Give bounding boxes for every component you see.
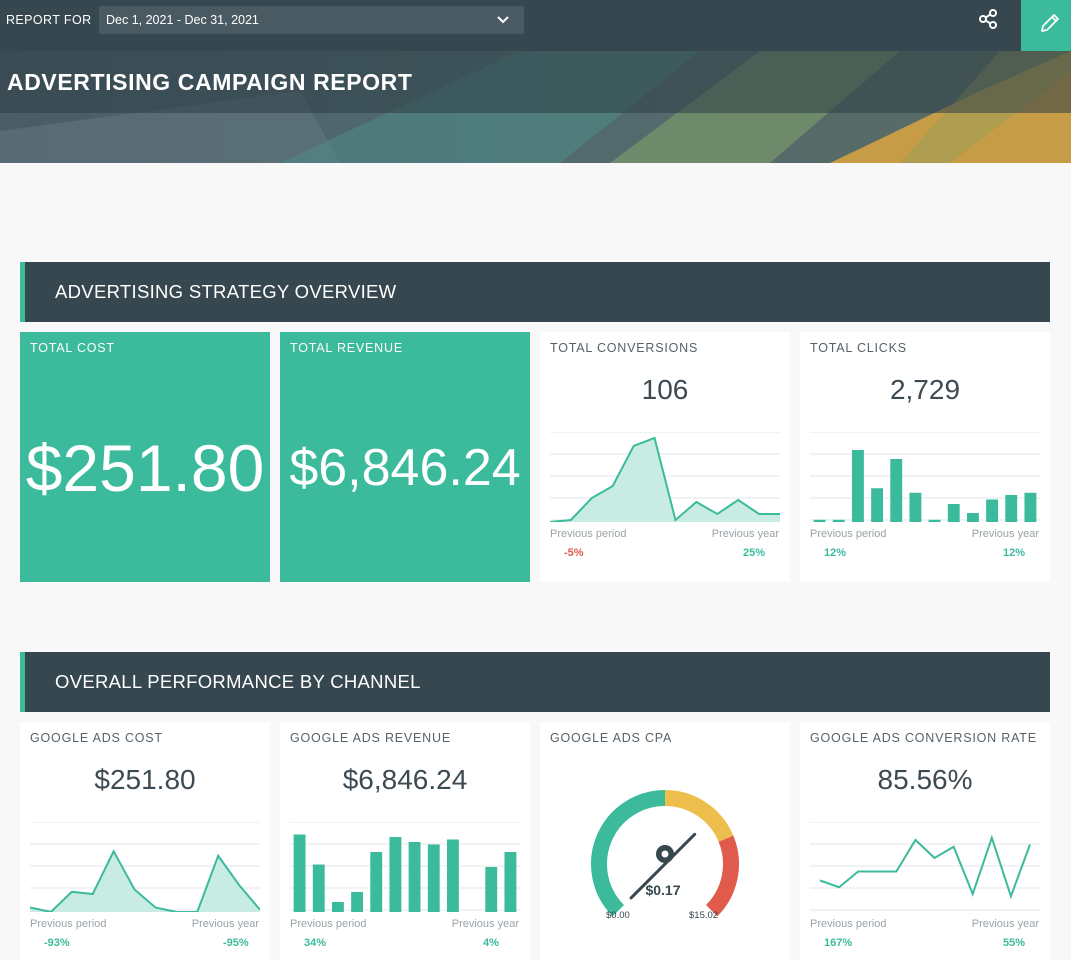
previous-year-value: 12% [1003, 547, 1026, 559]
section-title: OVERALL PERFORMANCE BY CHANNEL [55, 671, 421, 692]
gauge-segment-low [591, 790, 666, 917]
report-banner [0, 51, 1071, 163]
widget-value: $251.80 [25, 431, 265, 505]
section-header-strategy-overview: ADVERTISING STRATEGY OVERVIEW [20, 262, 1050, 322]
widget-google-ads-revenue[interactable]: GOOGLE ADS REVENUE $6,846.24 Previous pe… [280, 722, 530, 960]
bar [389, 837, 402, 912]
bar [312, 864, 325, 912]
widget-value: $6,846.24 [289, 439, 521, 497]
bar [890, 459, 903, 522]
share-icon[interactable] [976, 7, 1000, 31]
section-header-performance-by-channel: OVERALL PERFORMANCE BY CHANNEL [20, 652, 1050, 712]
previous-year-label: Previous year [971, 918, 1039, 930]
conversions-area-chart [550, 432, 780, 522]
pencil-icon [1041, 14, 1059, 32]
edit-button[interactable] [1021, 0, 1071, 51]
previous-year-value: 25% [743, 547, 766, 559]
area-fill [30, 851, 260, 912]
gauge-needle [629, 832, 697, 900]
ads-cost-area-chart [30, 822, 260, 912]
date-range-select[interactable]: Dec 1, 2021 - Dec 31, 2021 [99, 6, 524, 34]
widget-label: GOOGLE ADS CONVERSION RATE [810, 731, 1037, 745]
ads-revenue-bar-chart [290, 822, 520, 912]
report-for-label: REPORT FOR [6, 13, 92, 27]
widget-value: 2,729 [889, 374, 961, 405]
widget-google-ads-cpa[interactable]: GOOGLE ADS CPA $0.17 $0.00 $15.02 [540, 722, 790, 960]
bar [832, 519, 845, 522]
widget-label: TOTAL COST [30, 341, 115, 355]
widget-value: 85.56% [877, 764, 973, 795]
clicks-bar-chart [810, 432, 1040, 522]
bar [485, 867, 498, 912]
chevron-down-icon [497, 16, 509, 24]
bar [293, 834, 306, 912]
report-title: ADVERTISING CAMPAIGN REPORT [7, 69, 413, 95]
widget-total-revenue[interactable]: TOTAL REVENUE $6,846.24 [280, 332, 530, 582]
widget-label: GOOGLE ADS CPA [550, 731, 673, 745]
widget-value: $251.80 [94, 764, 196, 795]
bar [1024, 492, 1037, 522]
previous-period-value: 12% [824, 547, 847, 559]
bar [370, 852, 383, 912]
bar [427, 844, 440, 912]
previous-year-label: Previous year [711, 528, 779, 540]
series-line [30, 849, 260, 912]
gauge-segment-mid [664, 790, 734, 843]
bar [928, 519, 941, 522]
gauge-hub-center [661, 850, 669, 858]
widget-value: $6,846.24 [342, 764, 468, 795]
cpa-gauge [591, 790, 739, 917]
bar [909, 492, 922, 522]
previous-period-label: Previous period [810, 528, 887, 540]
gauge-segment-high [705, 835, 739, 917]
previous-period-value: 167% [824, 937, 853, 949]
gauge-max-label: $15.02 [689, 910, 719, 921]
widget-total-clicks[interactable]: TOTAL CLICKS 2,729 Previous period Previ… [800, 332, 1050, 582]
bar [813, 519, 826, 522]
widget-value: 106 [641, 374, 689, 405]
previous-year-value: 55% [1003, 937, 1026, 949]
date-range-value: Dec 1, 2021 - Dec 31, 2021 [106, 13, 259, 27]
widget-label: TOTAL CONVERSIONS [550, 341, 699, 355]
series-line [550, 436, 780, 522]
widget-label: TOTAL CLICKS [810, 341, 907, 355]
bar [1005, 495, 1018, 522]
top-bar: REPORT FOR Dec 1, 2021 - Dec 31, 2021 [0, 0, 1071, 51]
section-title: ADVERTISING STRATEGY OVERVIEW [55, 281, 397, 302]
bar [504, 852, 517, 912]
widget-total-conversions[interactable]: TOTAL CONVERSIONS 106 Previous period Pr… [540, 332, 790, 582]
bar [351, 892, 364, 912]
previous-year-value: 4% [483, 937, 499, 949]
bar [871, 488, 884, 522]
gauge-value: $0.17 [645, 882, 681, 898]
previous-year-label: Previous year [191, 918, 259, 930]
bar [966, 513, 979, 522]
bar [851, 450, 864, 522]
series-line [819, 834, 1031, 900]
previous-period-value: -93% [44, 937, 70, 949]
previous-period-value: -5% [564, 547, 584, 559]
bar [986, 499, 999, 522]
previous-period-value: 34% [304, 937, 327, 949]
widget-label: GOOGLE ADS REVENUE [290, 731, 451, 745]
previous-year-label: Previous year [971, 528, 1039, 540]
previous-period-label: Previous period [290, 918, 367, 930]
conversion-rate-line-chart [810, 822, 1040, 911]
bar [446, 839, 459, 912]
bar [408, 842, 421, 912]
gauge-min-label: $0.00 [606, 910, 630, 921]
widget-google-ads-conversion-rate[interactable]: GOOGLE ADS CONVERSION RATE 85.56% Previo… [800, 722, 1050, 960]
previous-year-label: Previous year [451, 918, 519, 930]
widget-total-cost[interactable]: TOTAL COST $251.80 [20, 332, 270, 582]
widget-label: GOOGLE ADS COST [30, 731, 163, 745]
bar [331, 902, 344, 912]
banner-background [0, 51, 1071, 163]
previous-period-label: Previous period [30, 918, 107, 930]
previous-period-label: Previous period [810, 918, 887, 930]
bar [947, 504, 960, 522]
previous-period-label: Previous period [550, 528, 627, 540]
widget-label: TOTAL REVENUE [290, 341, 403, 355]
previous-year-value: -95% [223, 937, 249, 949]
widget-google-ads-cost[interactable]: GOOGLE ADS COST $251.80 Previous period … [20, 722, 270, 960]
